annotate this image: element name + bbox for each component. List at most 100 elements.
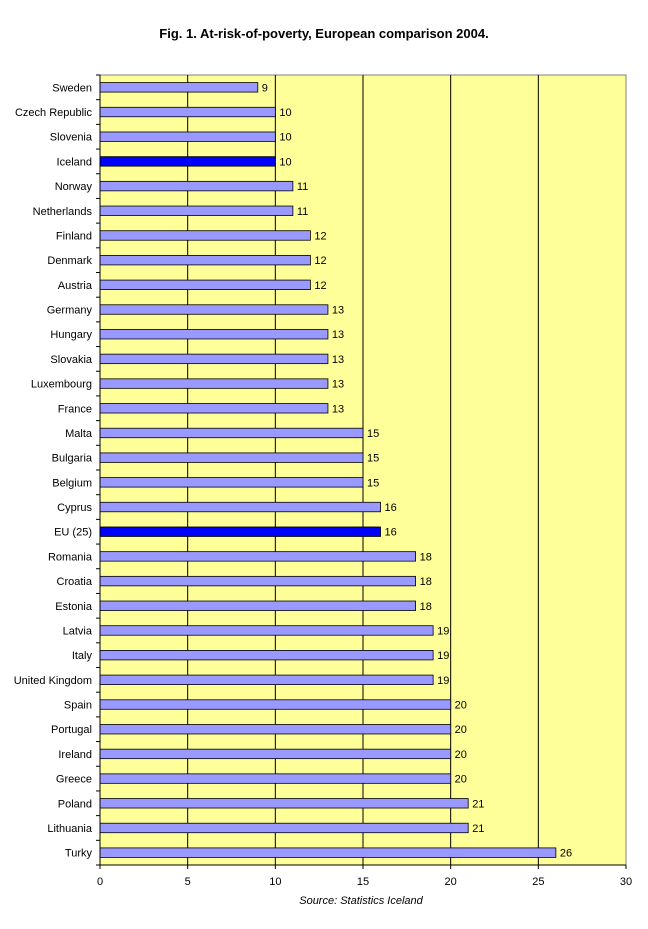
bar [99, 748, 452, 760]
bar [99, 329, 329, 340]
category-label: Netherlands [33, 206, 93, 218]
category-label: Cyprus [57, 502, 92, 514]
bar [99, 798, 469, 809]
value-label: 13 [332, 379, 344, 391]
value-label: 18 [420, 601, 432, 613]
value-label: 18 [420, 551, 432, 563]
category-label: Norway [55, 181, 93, 193]
value-label: 12 [314, 255, 326, 267]
category-label: EU (25) [54, 527, 92, 539]
category-label: Portugal [51, 724, 92, 736]
bar [99, 773, 452, 784]
value-label: 18 [420, 576, 432, 588]
bar [99, 378, 329, 389]
bar [99, 650, 434, 661]
category-label: Finland [56, 230, 92, 242]
category-label: Lithuania [47, 823, 93, 835]
category-label: Luxembourg [31, 379, 92, 391]
bar [99, 230, 311, 241]
bar [99, 403, 329, 414]
value-label: 19 [437, 675, 449, 687]
category-label: Croatia [57, 576, 93, 588]
bar [99, 427, 364, 439]
bar [99, 674, 434, 685]
category-label: Denmark [47, 255, 92, 267]
value-label: 15 [367, 453, 379, 465]
category-label: Latvia [63, 625, 93, 637]
value-label: 10 [279, 107, 291, 119]
x-tick-label: 15 [357, 876, 369, 888]
bar [99, 353, 329, 365]
bar [99, 625, 434, 636]
category-label: Sweden [52, 82, 92, 94]
bar [99, 600, 417, 611]
value-label: 20 [455, 700, 467, 712]
category-label: France [58, 403, 92, 415]
bar [99, 699, 452, 710]
bar [99, 551, 417, 562]
value-label: 13 [332, 329, 344, 341]
value-label: 19 [437, 625, 449, 637]
category-label: Romania [48, 551, 93, 563]
value-label: 16 [385, 502, 397, 514]
value-label: 20 [455, 749, 467, 761]
bar [99, 575, 417, 587]
bar [99, 131, 276, 142]
chart-title: Fig. 1. At-risk-of-poverty, European com… [159, 26, 489, 41]
value-label: 10 [279, 156, 291, 168]
category-label: Iceland [57, 156, 92, 168]
value-label: 10 [279, 132, 291, 144]
category-label: Greece [56, 774, 92, 786]
value-label: 12 [314, 280, 326, 292]
bar [99, 106, 276, 118]
value-label: 20 [455, 724, 467, 736]
category-label: Czech Republic [15, 107, 93, 119]
category-label: Poland [58, 798, 92, 810]
category-label: Slovakia [50, 354, 92, 366]
bar [99, 180, 294, 192]
bar [99, 847, 557, 858]
bar [99, 526, 381, 537]
bar [99, 452, 364, 463]
source-note: Source: Statistics Iceland [299, 895, 423, 907]
bar [99, 156, 276, 167]
x-tick-label: 5 [185, 876, 191, 888]
category-label: Malta [65, 428, 93, 440]
value-label: 16 [385, 527, 397, 539]
x-tick-label: 25 [532, 876, 544, 888]
bar [99, 205, 294, 216]
x-tick-label: 20 [445, 876, 457, 888]
value-label: 12 [314, 230, 326, 242]
category-label: Slovenia [50, 132, 93, 144]
value-label: 11 [297, 181, 308, 193]
x-tick-label: 0 [97, 876, 103, 888]
value-label: 13 [332, 354, 344, 366]
bar [99, 477, 364, 488]
category-label: Germany [47, 305, 93, 317]
bar [99, 82, 259, 93]
category-label: Belgium [52, 477, 92, 489]
category-label: Italy [72, 650, 93, 662]
value-label: 21 [472, 798, 484, 810]
bar [99, 822, 469, 834]
category-label: Austria [58, 280, 93, 292]
value-label: 20 [455, 774, 467, 786]
category-label: United Kingdom [14, 675, 92, 687]
bar [99, 304, 329, 315]
value-label: 11 [297, 206, 308, 218]
value-label: 13 [332, 403, 344, 415]
value-label: 9 [262, 82, 268, 94]
category-label: Hungary [50, 329, 92, 341]
value-label: 21 [472, 823, 484, 835]
category-label: Ireland [58, 749, 92, 761]
value-label: 26 [560, 848, 572, 860]
category-label: Spain [64, 700, 92, 712]
category-label: Turky [65, 848, 93, 860]
x-tick-label: 30 [620, 876, 632, 888]
bar [99, 279, 311, 290]
value-label: 13 [332, 305, 344, 317]
value-label: 15 [367, 477, 379, 489]
bar [99, 501, 381, 513]
